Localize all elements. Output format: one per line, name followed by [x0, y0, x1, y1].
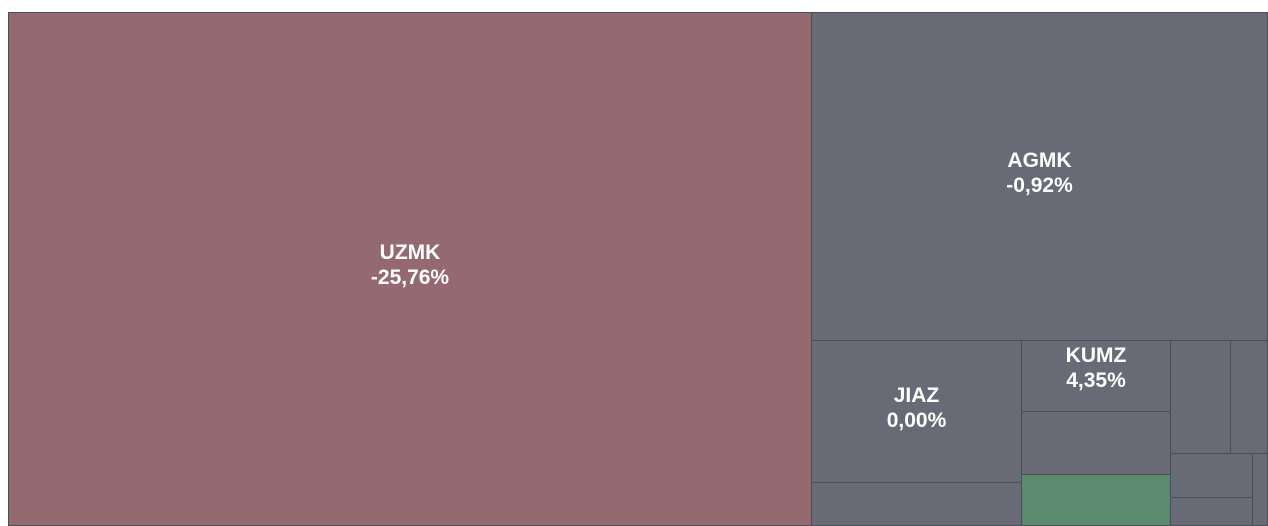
tile — [811, 482, 1022, 526]
tile — [1021, 474, 1171, 526]
tile — [1170, 340, 1231, 454]
tile — [1021, 411, 1171, 475]
tile-name: JIAZ — [893, 383, 940, 407]
tile-label: KUMZ 4,35% — [1022, 343, 1170, 393]
tile-label: JIAZ 0,00% — [812, 383, 1021, 433]
tile — [1170, 497, 1253, 526]
tile-label: AGMK -0,92% — [812, 148, 1267, 198]
tile-label: UZMK -25,76% — [9, 240, 811, 290]
tile-name: KUMZ — [1065, 344, 1127, 367]
tile — [1252, 453, 1268, 526]
tile: JIAZ 0,00% — [811, 340, 1022, 483]
tile-value: -0,92% — [1006, 173, 1073, 197]
tile: UZMK -25,76% — [8, 12, 812, 526]
tile-value: 4,35% — [1066, 369, 1126, 392]
tile-name: AGMK — [1007, 148, 1072, 172]
tile-value: 0,00% — [886, 408, 947, 432]
tile — [1230, 340, 1268, 454]
tile-value: -25,76% — [370, 266, 450, 289]
tile-name: UZMK — [379, 241, 441, 264]
tile — [1170, 453, 1253, 498]
tile: AGMK -0,92% — [811, 12, 1268, 341]
tile: KUMZ 4,35% — [1021, 340, 1171, 412]
